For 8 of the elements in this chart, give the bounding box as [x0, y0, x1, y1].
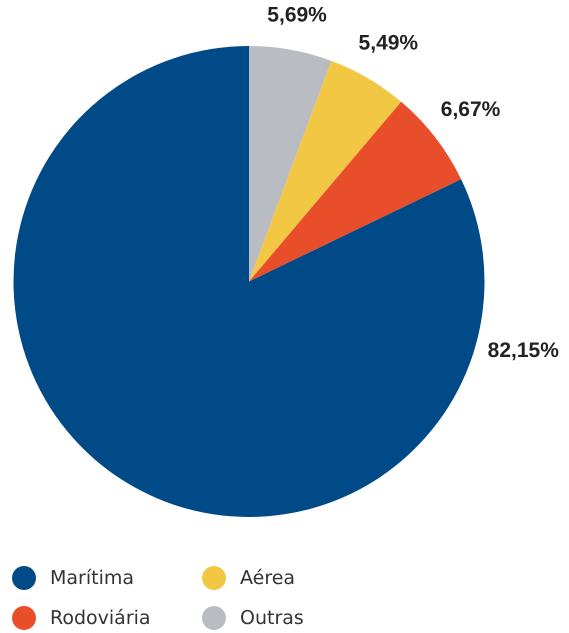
- legend-label: Aérea: [240, 567, 296, 589]
- legend-label: Outras: [240, 607, 304, 629]
- data-label: 82,15%: [488, 339, 560, 362]
- legend-label: Rodoviária: [50, 607, 151, 629]
- legend-label: Marítima: [50, 567, 134, 589]
- data-label: 5,49%: [358, 32, 418, 55]
- data-label: 5,69%: [267, 3, 328, 26]
- data-label: 6,67%: [440, 98, 501, 121]
